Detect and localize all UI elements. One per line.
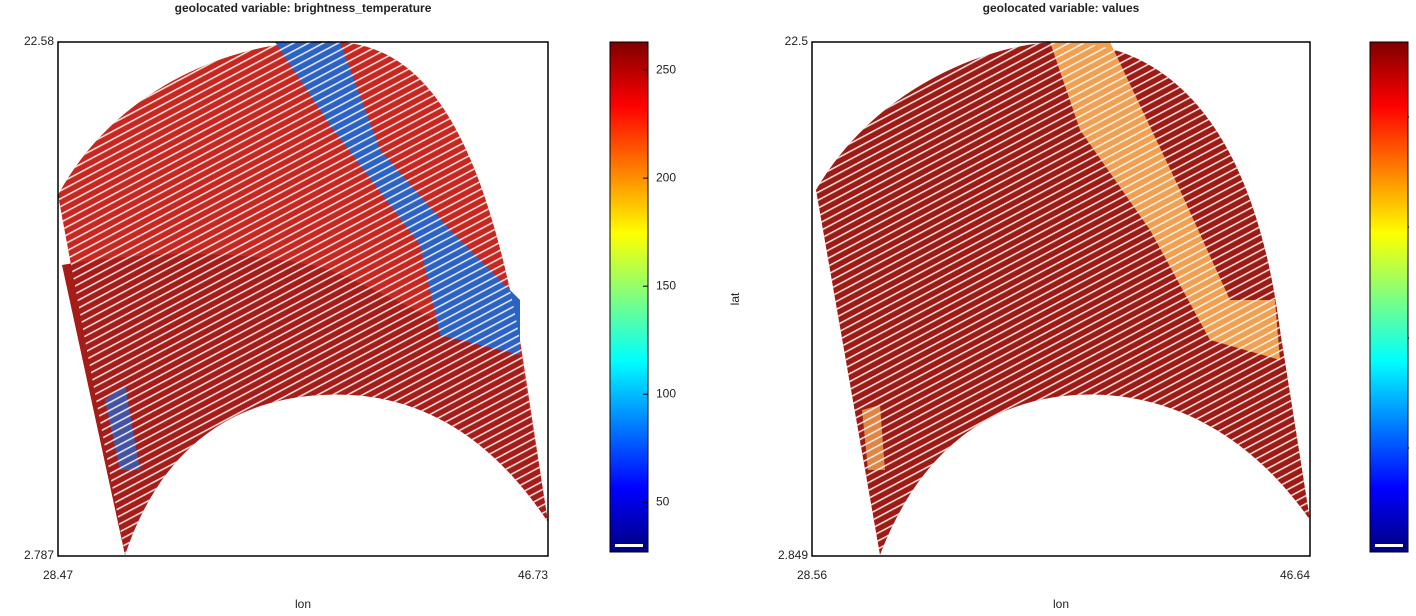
colorbar-nodata [615,544,643,547]
swath-left [58,41,548,556]
colorbar [1369,41,1409,553]
chart-title: geolocated variable: values [983,1,1140,15]
y-tick-label: 2.787 [24,548,54,562]
y-axis-label: lat [728,292,742,305]
axes-box [57,41,549,557]
colorbar-tick-label: 200 [656,170,676,184]
x-axis-label: lon [1053,597,1069,611]
colorbar [609,41,649,553]
x-tick-label: 28.56 [797,568,827,582]
axes-box [811,41,1311,557]
colorbar-nodata [1375,544,1403,547]
y-tick-label: 22.5 [785,34,809,48]
x-tick-label: 46.64 [1280,568,1310,582]
chart-title: geolocated variable: brightness_temperat… [175,1,432,15]
y-tick-label: 2.849 [778,548,808,562]
x-tick-label: 46.73 [518,568,548,582]
x-tick-label: 28.47 [43,568,73,582]
colorbar-tick-label: 50 [656,494,670,508]
colorbar-tick-label: 100 [656,386,676,400]
colorbar-tick-label: 150 [656,278,676,292]
y-tick-label: 22.58 [24,34,54,48]
swath-right [816,42,1310,555]
x-axis-label: lon [295,597,311,611]
colorbar-tick-label: 250 [656,62,676,76]
